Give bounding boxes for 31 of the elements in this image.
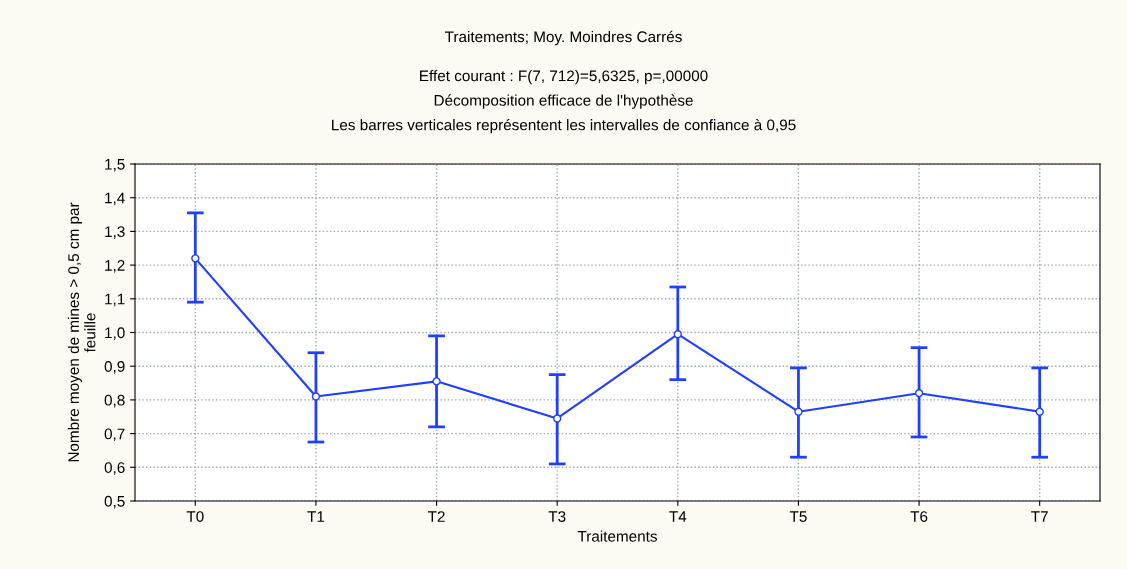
point [673, 330, 682, 339]
chart-subtitle: Effet courant : F(7, 712)=5,6325, p=,00000 Décomposition efficace de l'hypothèse Les barres verticales représentent les intervalles de confiance à 0,95 [332, 70, 796, 134]
y-tick-label: 0,6 [104, 462, 125, 475]
y-tick-label: 1,3 [105, 226, 125, 239]
x-tick-label: T6 [910, 511, 928, 522]
point [311, 392, 321, 401]
y-tick-label: 1,1 [105, 293, 125, 307]
x-tick-label: T7 [1031, 511, 1048, 522]
chart-title: Traitements; Moy. Moindres Carrés [444, 30, 682, 46]
y-axis-title: Nombre moyen de mines > 0,5 cm par feuille [67, 202, 96, 462]
y-tick-label: 0,7 [104, 428, 125, 442]
y-tick-label: 1,0 [105, 327, 125, 340]
x-tick-label: T5 [789, 511, 807, 522]
x-tick-label: T0 [186, 511, 204, 522]
point [914, 388, 924, 398]
y-tick-label: 1,4 [105, 192, 125, 206]
x-tick-label: T2 [427, 511, 445, 522]
y-tick-label: 0,5 [104, 495, 125, 509]
x-tick-label: T1 [307, 511, 325, 522]
point [553, 414, 562, 423]
y-tick-label: 1,2 [105, 259, 125, 273]
point [191, 254, 200, 263]
x-axis-title: Traitements [577, 530, 657, 542]
point [1035, 407, 1044, 416]
point [432, 377, 441, 386]
y-tick-label: 0,8 [104, 394, 125, 408]
x-tick-label: T3 [548, 511, 566, 522]
x-tick-label: T4 [669, 511, 687, 522]
y-tick-label: 1,5 [105, 159, 125, 172]
y-tick-label: 0,9 [104, 361, 125, 374]
point [794, 407, 803, 416]
